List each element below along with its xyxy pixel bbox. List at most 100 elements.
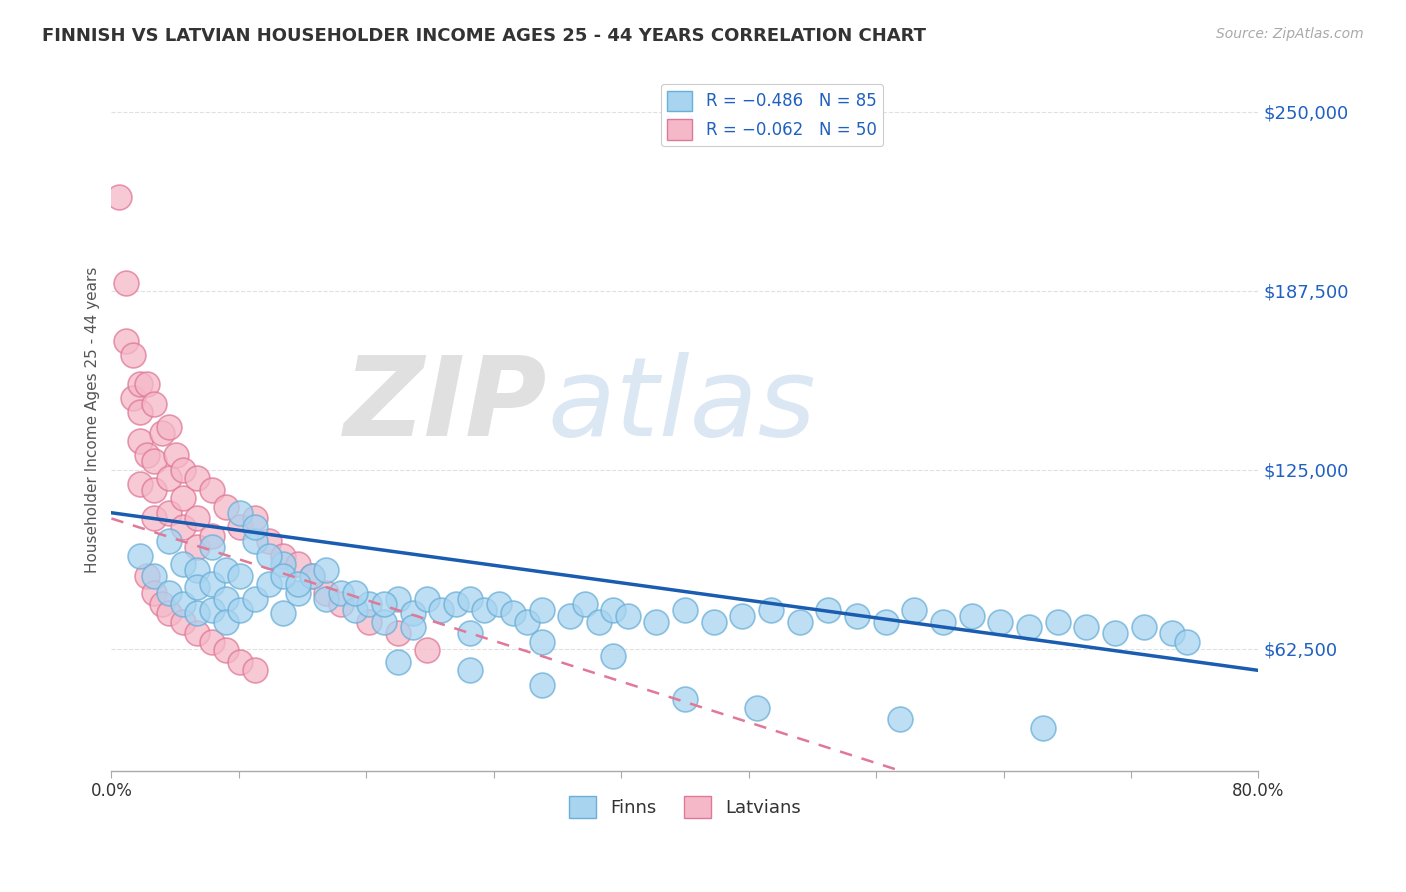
Point <box>703 615 725 629</box>
Point <box>215 500 238 514</box>
Point <box>1132 620 1154 634</box>
Point <box>458 664 481 678</box>
Point <box>903 603 925 617</box>
Point <box>387 626 409 640</box>
Point <box>136 569 159 583</box>
Point <box>215 615 238 629</box>
Point <box>1076 620 1098 634</box>
Point <box>889 712 911 726</box>
Point <box>243 511 266 525</box>
Point <box>229 520 252 534</box>
Point <box>215 563 238 577</box>
Point <box>329 598 352 612</box>
Point <box>344 586 367 600</box>
Point <box>359 598 381 612</box>
Point <box>165 449 187 463</box>
Point <box>287 586 309 600</box>
Point <box>602 603 624 617</box>
Point <box>150 425 173 440</box>
Point <box>530 634 553 648</box>
Point <box>186 606 208 620</box>
Point <box>315 563 337 577</box>
Point <box>201 483 224 497</box>
Point <box>172 615 194 629</box>
Point <box>416 591 439 606</box>
Point <box>257 577 280 591</box>
Point <box>136 449 159 463</box>
Point <box>488 598 510 612</box>
Point <box>157 506 180 520</box>
Point <box>315 591 337 606</box>
Point <box>201 634 224 648</box>
Point <box>229 603 252 617</box>
Point <box>458 626 481 640</box>
Point <box>143 397 166 411</box>
Point <box>932 615 955 629</box>
Point <box>143 454 166 468</box>
Point <box>301 569 323 583</box>
Point <box>673 692 696 706</box>
Point <box>344 603 367 617</box>
Text: atlas: atlas <box>547 352 815 459</box>
Point <box>359 615 381 629</box>
Legend: Finns, Latvians: Finns, Latvians <box>561 789 808 825</box>
Point <box>273 558 295 572</box>
Point <box>150 598 173 612</box>
Point <box>602 648 624 663</box>
Point <box>846 609 869 624</box>
Point <box>107 190 129 204</box>
Point <box>143 586 166 600</box>
Point <box>273 606 295 620</box>
Point <box>1046 615 1069 629</box>
Point <box>745 700 768 714</box>
Point <box>186 626 208 640</box>
Point <box>1032 721 1054 735</box>
Point <box>157 419 180 434</box>
Point <box>731 609 754 624</box>
Point <box>157 606 180 620</box>
Point <box>990 615 1012 629</box>
Point <box>416 643 439 657</box>
Point <box>273 569 295 583</box>
Point <box>817 603 839 617</box>
Point <box>373 615 395 629</box>
Point <box>201 540 224 554</box>
Point <box>502 606 524 620</box>
Point <box>172 558 194 572</box>
Point <box>516 615 538 629</box>
Point <box>201 529 224 543</box>
Point <box>122 348 145 362</box>
Point <box>186 563 208 577</box>
Point <box>143 569 166 583</box>
Point <box>759 603 782 617</box>
Point <box>329 586 352 600</box>
Point <box>315 586 337 600</box>
Point <box>143 483 166 497</box>
Text: ZIP: ZIP <box>344 352 547 459</box>
Point <box>645 615 668 629</box>
Point <box>157 471 180 485</box>
Point <box>114 277 136 291</box>
Point <box>243 520 266 534</box>
Point <box>129 549 152 563</box>
Text: FINNISH VS LATVIAN HOUSEHOLDER INCOME AGES 25 - 44 YEARS CORRELATION CHART: FINNISH VS LATVIAN HOUSEHOLDER INCOME AG… <box>42 27 927 45</box>
Point <box>186 471 208 485</box>
Point <box>201 577 224 591</box>
Point <box>122 391 145 405</box>
Point <box>114 334 136 348</box>
Text: Source: ZipAtlas.com: Source: ZipAtlas.com <box>1216 27 1364 41</box>
Point <box>129 376 152 391</box>
Point <box>960 609 983 624</box>
Point <box>789 615 811 629</box>
Point <box>172 491 194 506</box>
Point <box>129 405 152 419</box>
Point <box>574 598 596 612</box>
Point <box>136 376 159 391</box>
Point <box>273 549 295 563</box>
Point <box>387 591 409 606</box>
Point <box>1018 620 1040 634</box>
Point <box>186 580 208 594</box>
Point <box>215 643 238 657</box>
Point <box>129 477 152 491</box>
Point <box>287 558 309 572</box>
